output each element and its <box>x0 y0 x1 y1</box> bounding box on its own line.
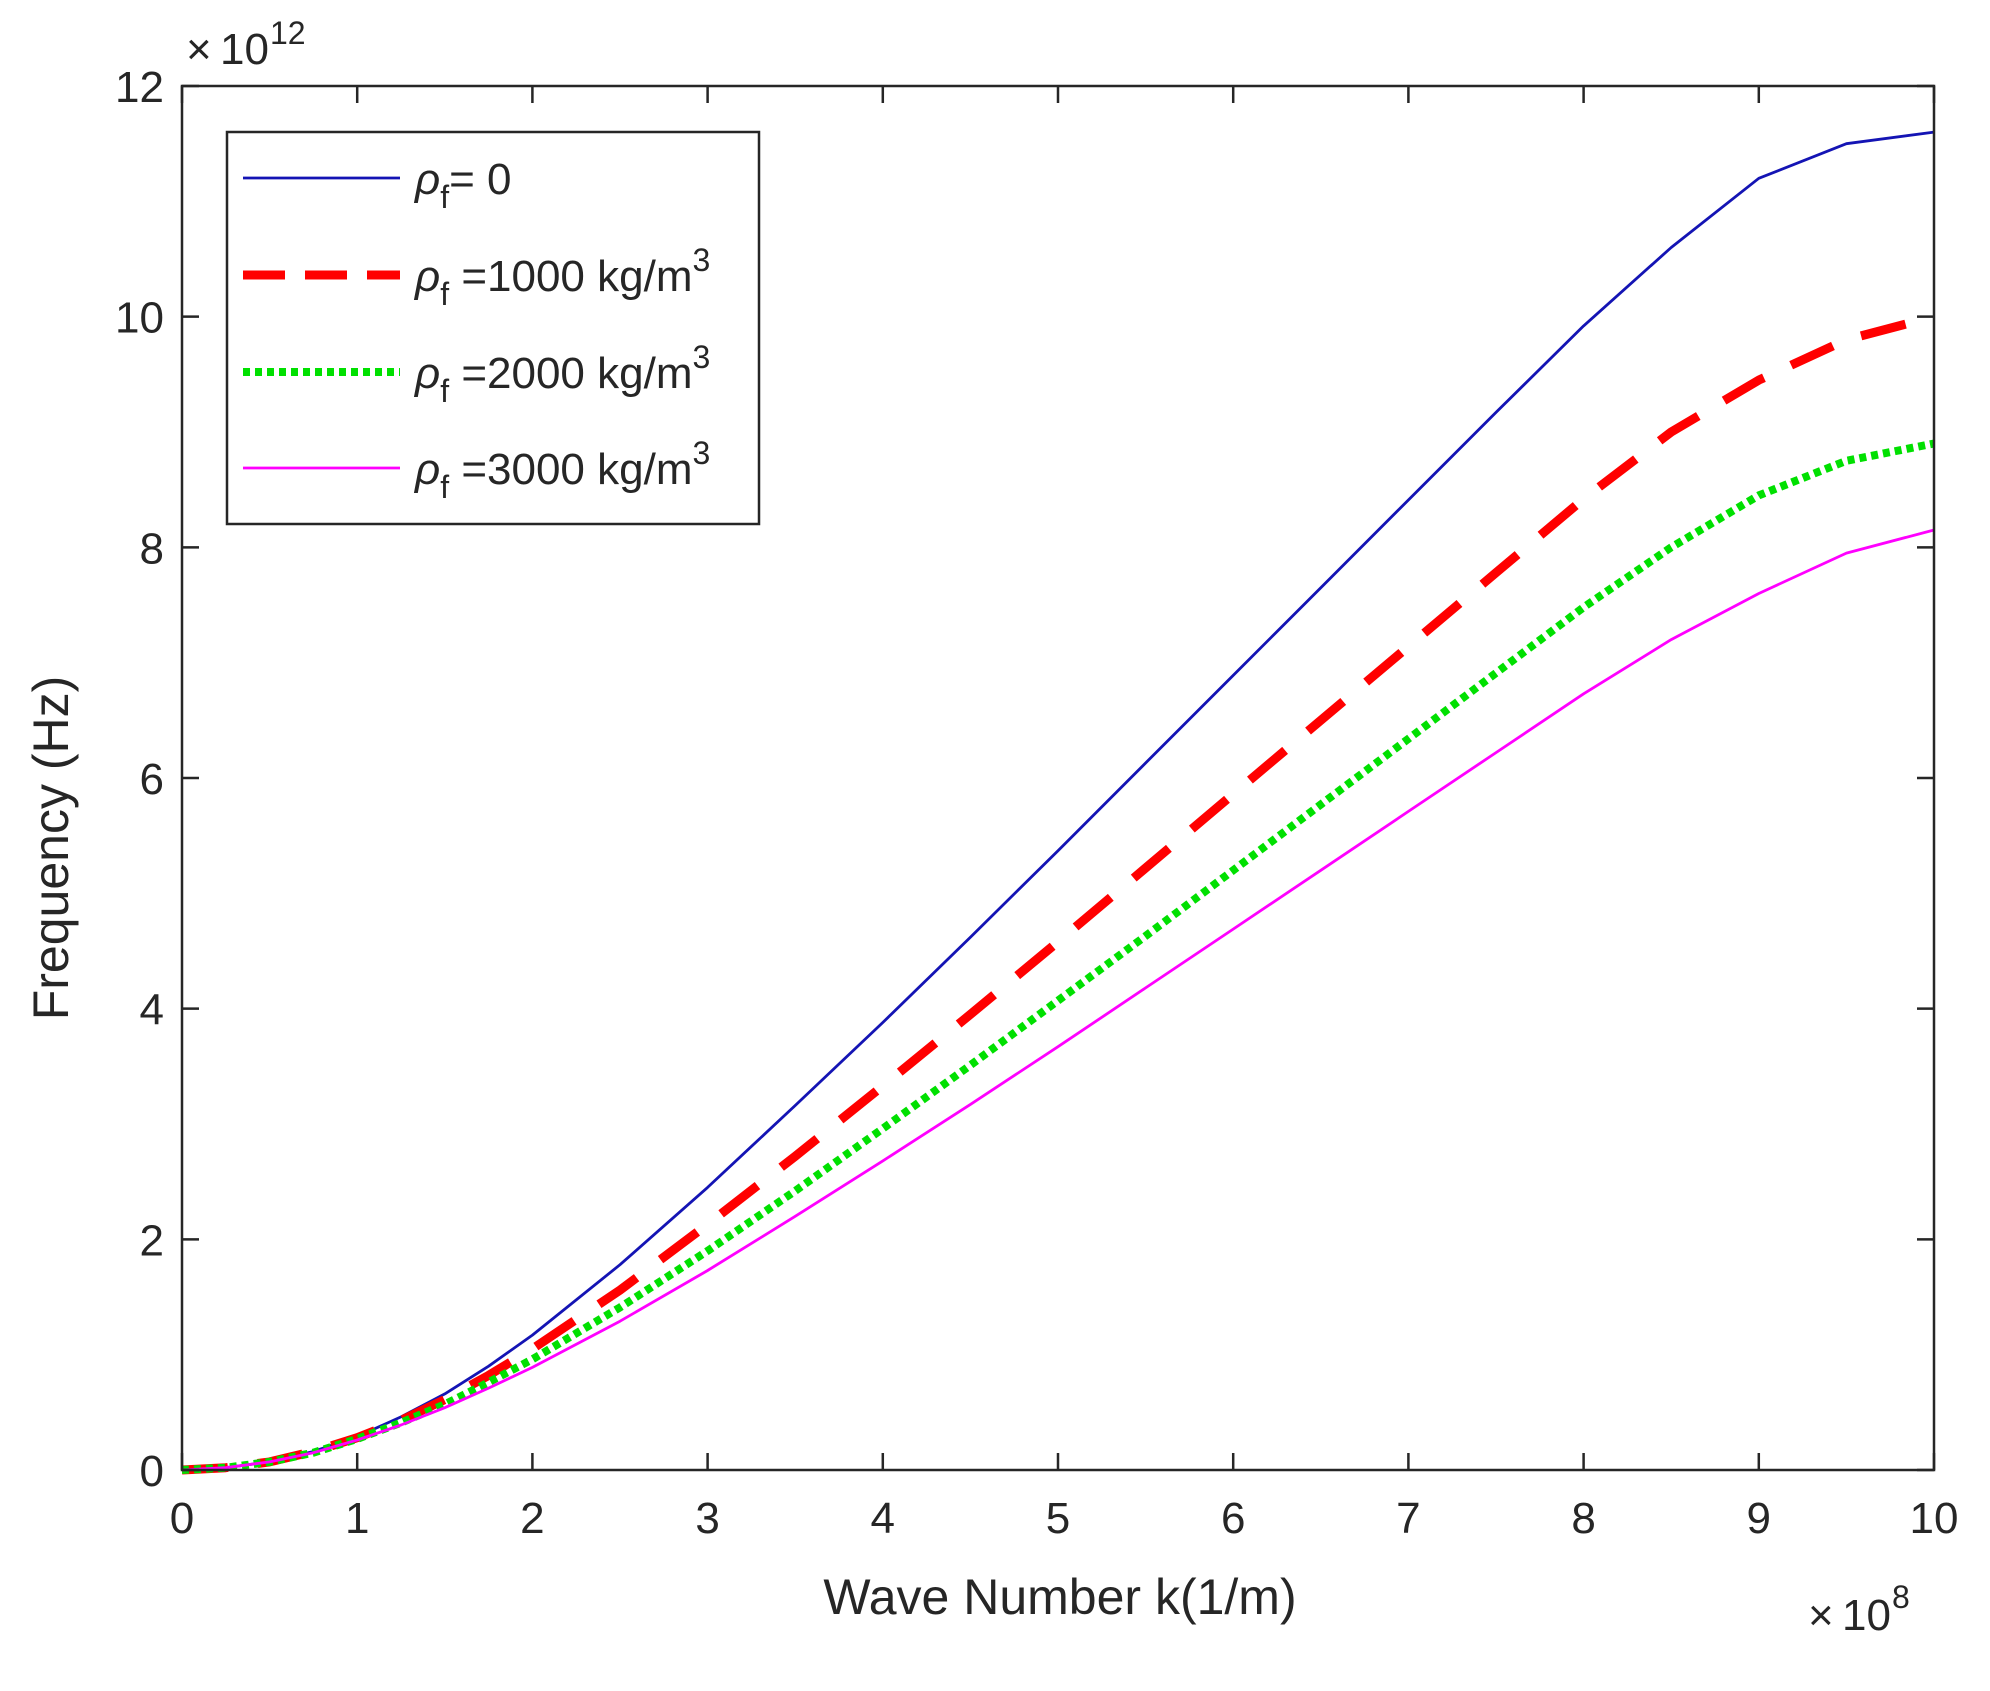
y-tick-label: 4 <box>140 986 164 1035</box>
x-tick-label: 10 <box>1910 1494 1959 1543</box>
y-exponent-power: 12 <box>270 15 306 51</box>
x-tick-label: 6 <box>1221 1494 1245 1543</box>
x-exponent-times: × <box>1808 1591 1834 1640</box>
legend-label-2: ρf =2000 kg/m3 <box>413 339 710 409</box>
y-exponent-times: × <box>186 25 212 74</box>
y-exponent-base: 10 <box>220 25 269 74</box>
x-tick-label: 4 <box>871 1494 895 1543</box>
y-tick-label: 8 <box>140 524 164 573</box>
y-tick-label: 2 <box>140 1216 164 1265</box>
x-tick-label: 2 <box>520 1494 544 1543</box>
series-line-1 <box>181 312 1936 1475</box>
x-exponent-base: 10 <box>1842 1591 1891 1640</box>
x-tick-label: 3 <box>695 1494 719 1543</box>
y-tick-label: 12 <box>115 63 164 112</box>
x-tick-label: 9 <box>1747 1494 1771 1543</box>
legend-label-0: ρf= 0 <box>413 155 511 215</box>
y-axis-label: Frequency (Hz) <box>23 676 79 1021</box>
series-line-3 <box>181 528 1935 1472</box>
series-layer <box>181 130 1936 1475</box>
x-tick-label: 7 <box>1396 1494 1420 1543</box>
y-tick-label: 6 <box>140 755 164 804</box>
x-exponent: × 10 8 <box>1808 1579 1910 1640</box>
x-tick-label: 0 <box>170 1494 194 1543</box>
y-tick-label: 0 <box>140 1447 164 1496</box>
legend-box <box>225 130 761 526</box>
legend-label-3: ρf =3000 kg/m3 <box>413 435 710 505</box>
x-tick-label: 1 <box>345 1494 369 1543</box>
legend-label-1: ρf =1000 kg/m3 <box>413 242 710 312</box>
x-tick-label: 8 <box>1571 1494 1595 1543</box>
y-exponent: × 10 12 <box>186 15 306 74</box>
x-axis-label: Wave Number k(1/m) <box>823 1569 1296 1625</box>
y-tick-label: 10 <box>115 294 164 343</box>
x-exponent-power: 8 <box>1892 1579 1910 1615</box>
x-tick-label: 5 <box>1046 1494 1070 1543</box>
legend: ρf= 0 ρf =1000 kg/m3 ρf =2000 kg/m3 ρf =300… <box>225 130 761 526</box>
